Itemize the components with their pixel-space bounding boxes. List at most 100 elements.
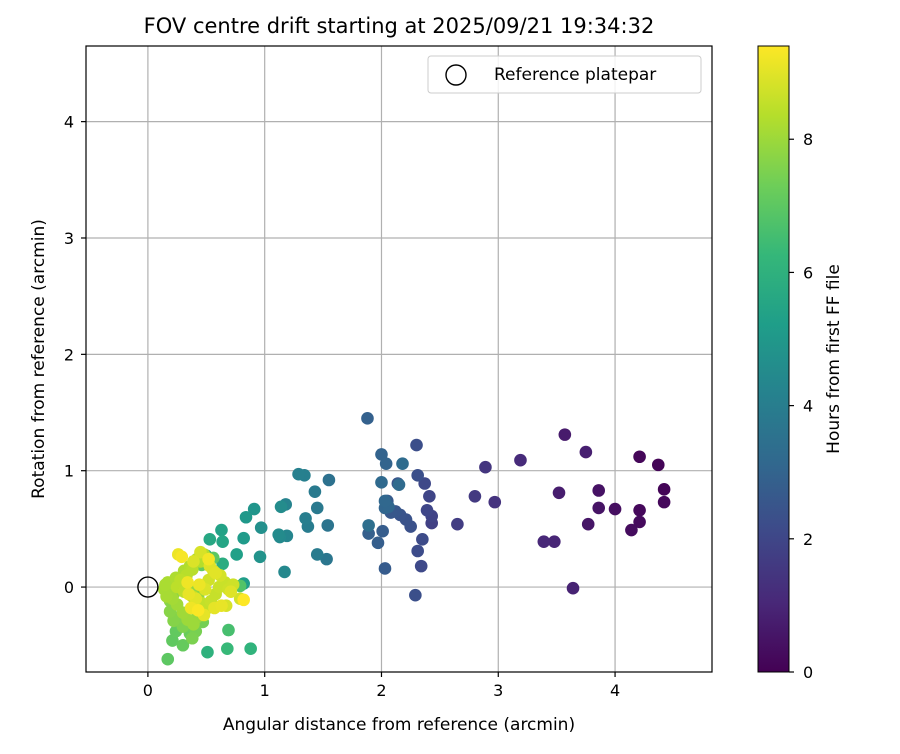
data-point [537, 535, 551, 548]
data-point [657, 483, 671, 496]
data-point [310, 501, 324, 515]
data-point [371, 536, 385, 550]
data-point [278, 565, 291, 579]
data-point [418, 477, 431, 490]
data-point [396, 457, 409, 471]
data-point [202, 552, 215, 566]
points-layer [137, 412, 671, 666]
data-point [651, 458, 665, 472]
legend-entry-label: Reference platepar [494, 65, 656, 85]
x-tick-label: 4 [610, 681, 620, 700]
data-point [161, 652, 175, 666]
y-tick-label: 4 [64, 113, 74, 132]
data-point [192, 578, 206, 592]
data-point [237, 593, 250, 607]
data-point [222, 623, 235, 637]
data-point [308, 485, 322, 498]
data-point [203, 533, 217, 546]
colorbar-tick-label: 0 [803, 663, 813, 682]
data-point [375, 448, 388, 461]
data-point [176, 638, 190, 652]
data-point [181, 576, 194, 589]
data-point [579, 445, 593, 459]
colorbar-tick-label: 2 [803, 530, 813, 549]
colorbar-label: Hours from first FF file [824, 264, 844, 454]
data-point [633, 515, 646, 529]
chart-title: FOV centre drift starting at 2025/09/21 … [144, 14, 655, 38]
colorbar: 0 2 4 6 8 Hours from first FF file [757, 45, 844, 682]
data-point [182, 587, 196, 601]
data-point [230, 548, 243, 561]
data-point [410, 438, 423, 452]
data-point [379, 457, 393, 471]
data-point [194, 545, 207, 559]
y-axis-label: Rotation from reference (arcmin) [29, 219, 49, 499]
data-point [514, 453, 527, 467]
data-point [253, 550, 267, 564]
data-point [274, 500, 288, 514]
x-tick-label: 2 [376, 681, 386, 700]
data-point [548, 535, 561, 548]
data-point [414, 559, 428, 573]
data-point [608, 502, 622, 516]
legend-reference-marker [445, 64, 467, 86]
data-point [488, 495, 502, 509]
data-point [376, 524, 389, 538]
data-point [320, 552, 333, 566]
data-point [657, 495, 671, 509]
y-tick-label: 0 [64, 578, 74, 597]
data-point [254, 521, 268, 535]
colorbar-ticks: 0 2 4 6 8 [789, 130, 813, 682]
data-point [411, 544, 424, 558]
data-point [209, 566, 222, 580]
data-point [299, 512, 312, 525]
y-tick-label: 2 [64, 345, 74, 364]
data-point [558, 428, 572, 441]
legend-box [427, 55, 702, 94]
data-point [185, 631, 199, 645]
y-tick-label: 3 [64, 229, 74, 248]
axes-layer: 0 1 2 3 4 0 1 2 3 4 [64, 45, 713, 700]
data-point [411, 469, 424, 482]
data-point [216, 557, 229, 571]
data-point [566, 581, 580, 595]
x-tick-label: 0 [143, 681, 153, 700]
data-point [310, 548, 324, 561]
axes-frame [85, 45, 713, 673]
reference-platepar-marker [137, 576, 159, 598]
data-point [633, 450, 646, 464]
colorbar-tick-label: 4 [803, 397, 813, 416]
data-point [592, 501, 606, 515]
data-point [451, 517, 464, 531]
colorbar-tick-label: 6 [803, 263, 813, 282]
data-point [175, 550, 189, 564]
data-point [479, 460, 492, 474]
data-point [224, 585, 238, 599]
legend: Reference platepar [427, 55, 702, 94]
data-point [215, 599, 228, 612]
data-point [201, 645, 214, 659]
colorbar-gradient [757, 45, 790, 673]
data-point [468, 490, 482, 503]
data-point [221, 642, 234, 656]
y-tick-label: 1 [64, 462, 74, 481]
x-axis-label: Angular distance from reference (arcmin) [223, 715, 575, 735]
data-point [239, 510, 253, 524]
x-tick-label: 3 [493, 681, 503, 700]
data-point [322, 473, 336, 487]
data-point [416, 533, 429, 546]
data-point [187, 555, 200, 568]
x-tick-label: 1 [260, 681, 270, 700]
data-point [378, 562, 392, 575]
data-point [244, 642, 257, 656]
data-point [361, 412, 374, 425]
data-point [423, 490, 436, 503]
colorbar-tick-label: 8 [803, 130, 813, 149]
data-point [292, 467, 305, 481]
data-point [362, 519, 375, 532]
data-point [216, 535, 229, 548]
data-point [247, 502, 261, 516]
data-point [409, 588, 422, 602]
